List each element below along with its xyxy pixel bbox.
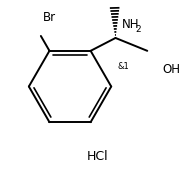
Text: OH: OH <box>162 63 180 76</box>
Text: Br: Br <box>43 11 56 24</box>
Text: HCl: HCl <box>87 150 108 163</box>
Text: NH: NH <box>121 18 139 31</box>
Text: 2: 2 <box>136 25 141 34</box>
Text: &1: &1 <box>117 62 129 71</box>
